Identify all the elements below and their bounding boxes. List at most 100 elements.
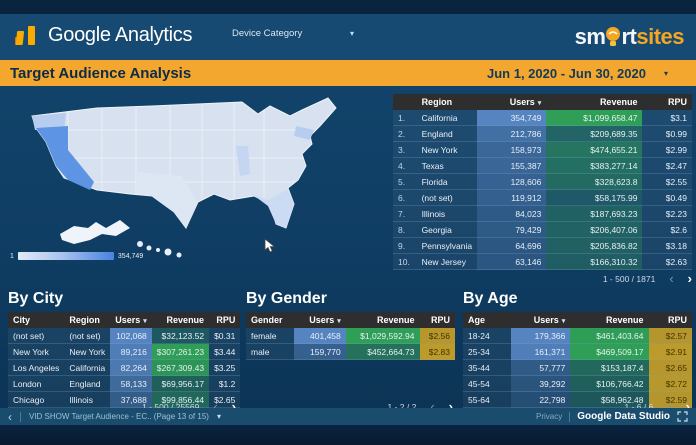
cell-users: 354,749: [477, 110, 547, 126]
cell-age: 45-54: [463, 375, 511, 392]
cell-rpu: $3.25: [209, 359, 241, 376]
fullscreen-icon[interactable]: [677, 411, 688, 422]
cell-users: 57,777: [510, 359, 571, 376]
cell-revenue: $452,664.73: [345, 343, 420, 360]
cell-revenue: $474,655.21: [546, 141, 643, 158]
next-page-icon[interactable]: ›: [685, 399, 690, 414]
chevron-down-icon: ▾: [349, 29, 354, 38]
column-label: Region: [69, 315, 100, 325]
column-header-revenue[interactable]: Revenue: [570, 312, 649, 328]
column-header-revenue[interactable]: Revenue: [546, 94, 643, 110]
logo-text: sites: [636, 24, 684, 49]
cell-revenue: $328,623.8: [546, 173, 643, 190]
app-header: Google Analytics Device Category ▾ sm rt…: [0, 14, 696, 60]
column-header-rpu[interactable]: RPU: [642, 94, 692, 110]
cell-users: 212,786: [477, 125, 547, 142]
cell-gender: female: [246, 328, 295, 344]
prev-page-icon[interactable]: ‹: [213, 399, 218, 414]
column-header-region[interactable]: Region: [416, 94, 478, 110]
column-label: Revenue: [376, 315, 415, 325]
next-page-icon[interactable]: ›: [231, 399, 236, 414]
table-row: 3. New York 158,973 $474,655.21 $2.99: [393, 141, 692, 158]
row-number: 9.: [393, 237, 417, 254]
column-header-rpu[interactable]: RPU: [209, 312, 241, 328]
column-header-region[interactable]: Region: [64, 312, 111, 328]
column-label: Age: [468, 315, 486, 325]
state-california: [36, 126, 94, 190]
cell-rpu: $1.2: [209, 375, 241, 392]
cell-region: Texas: [416, 157, 478, 174]
cell-users: 102,068: [110, 328, 152, 344]
cell-age: 18-24: [463, 328, 511, 344]
region-data-table: Region Users ▾ Revenue RPU 1. California 354,74…: [393, 94, 692, 270]
smartsites-logo: sm rt sites: [574, 24, 685, 50]
cell-users: 161,371: [510, 343, 571, 360]
row-number: 7.: [393, 205, 417, 222]
prev-page-icon[interactable]: ‹: [667, 399, 672, 414]
by-age-panel: By Age Age Users ▾ Revenue RPU 18-24 179,366 $4…: [463, 290, 692, 414]
prev-page-icon[interactable]: ‹: [669, 271, 674, 286]
column-label: Revenue: [166, 315, 205, 325]
column-header-rpu[interactable]: RPU: [419, 312, 455, 328]
cell-rpu: $2.56: [419, 328, 455, 344]
cell-city: Los Angeles: [8, 359, 65, 376]
cell-revenue: $307,261.23: [151, 343, 210, 360]
next-page-icon[interactable]: ›: [448, 399, 453, 414]
column-header-revenue[interactable]: Revenue: [151, 312, 210, 328]
cell-region: England: [416, 125, 478, 142]
column-label: City: [13, 315, 31, 325]
footer-branding: Privacy Google Data Studio: [536, 411, 688, 422]
column-label: RPU: [216, 315, 236, 325]
device-category-filter[interactable]: Device Category ▾: [232, 28, 354, 39]
footer-prev-page-icon[interactable]: ‹: [8, 409, 12, 424]
table-row: 18-24 179,366 $461,403.64 $2.57: [463, 328, 692, 344]
cell-users: 58,133: [110, 375, 152, 392]
cell-rpu: $2.83: [419, 343, 455, 360]
column-header-rpu[interactable]: RPU: [648, 312, 692, 328]
column-header-users[interactable]: Users ▾: [510, 312, 571, 328]
logo-text: sm: [574, 24, 606, 49]
cell-region: Pennsylvania: [416, 237, 478, 254]
google-data-studio-link[interactable]: Google Data Studio: [577, 411, 670, 422]
table-row: 25-34 161,371 $469,509.17 $2.91: [463, 343, 692, 360]
column-header-city[interactable]: City: [8, 312, 65, 328]
lightbulb-icon: [606, 27, 621, 46]
row-number: 3.: [393, 141, 417, 158]
table-row: London England 58,133 $69,956.17 $1.2: [8, 375, 241, 392]
prev-page-icon[interactable]: ‹: [430, 399, 435, 414]
state-new-york: [294, 126, 314, 140]
cell-rpu: $2.59: [648, 391, 692, 408]
cell-revenue: $32,123.52: [151, 328, 210, 344]
column-header-users[interactable]: Users ▾: [110, 312, 152, 328]
cell-revenue: $206,407.06: [546, 221, 643, 238]
table-row: 5. Florida 128,606 $328,623.8 $2.55: [393, 173, 692, 190]
cell-city: Chicago: [8, 391, 65, 408]
report-title-dropdown[interactable]: VID SHOW Target Audience - EC.. (Page 13…: [29, 412, 209, 421]
column-header-revenue[interactable]: Revenue: [345, 312, 420, 328]
report-banner: Target Audience Analysis Jun 1, 2020 - J…: [0, 60, 696, 86]
cell-revenue: $106,766.42: [570, 375, 649, 392]
cell-city: (not set): [8, 328, 65, 344]
cell-revenue: $1,099,658.47: [546, 110, 643, 126]
cell-region: (not set): [64, 328, 111, 344]
cell-rpu: $2.47: [642, 157, 692, 174]
column-header-users[interactable]: Users ▾: [294, 312, 346, 328]
date-range-picker[interactable]: Jun 1, 2020 - Jun 30, 2020 ▾: [487, 66, 668, 81]
pagination-label: 1 - 6 / 6: [624, 402, 654, 412]
sort-caret-icon: ▾: [337, 318, 341, 325]
cell-age: 55-64: [463, 391, 511, 408]
column-header-users[interactable]: Users ▾: [477, 94, 547, 110]
table-row: Los Angeles California 82,264 $267,309.43 $3…: [8, 359, 241, 376]
logo-text: rt: [621, 24, 637, 49]
next-page-icon[interactable]: ›: [687, 271, 692, 286]
column-header-gender[interactable]: Gender: [246, 312, 295, 328]
column-label: Users: [533, 315, 559, 325]
legend-min-label: 1: [10, 252, 14, 260]
legend-max-label: 354,749: [117, 252, 144, 260]
column-header-age[interactable]: Age: [463, 312, 511, 328]
cell-revenue: $205,836.82: [546, 237, 643, 254]
cell-rpu: $2.65: [209, 391, 241, 408]
cell-region: (not set): [416, 189, 478, 206]
privacy-link[interactable]: Privacy: [535, 412, 563, 421]
cell-revenue: $153,187.4: [570, 359, 649, 376]
